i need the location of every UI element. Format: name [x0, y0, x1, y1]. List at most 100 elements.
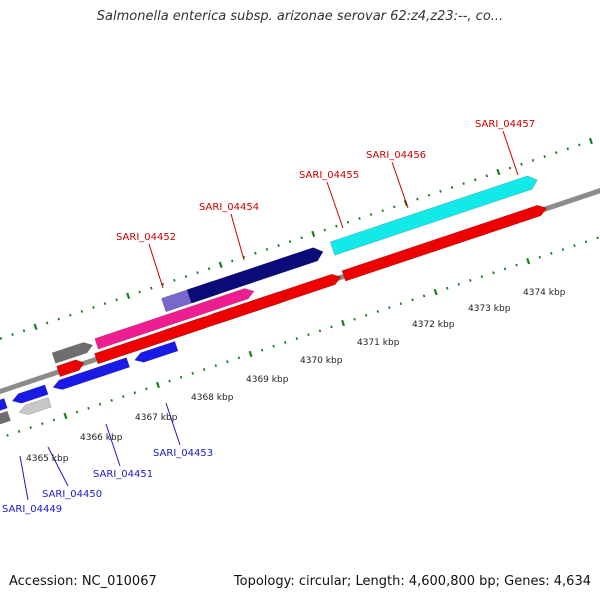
gene-labels: SARI_04452 SARI_04454 SARI_04455 SARI_04456… [2, 119, 535, 515]
gene-arrow-light-gray [18, 397, 52, 415]
outer-tick-mark [323, 228, 327, 232]
outer-tick-mark [115, 298, 118, 302]
outer-tick-mark [0, 337, 3, 340]
gene-label-forward[interactable]: SARI_04454 [199, 202, 259, 213]
inner-tick-mark [29, 426, 32, 429]
outer-tick-mark [161, 282, 165, 286]
leader-line [19, 455, 29, 501]
inner-tick-mark [433, 288, 438, 296]
outer-tick-mark [196, 271, 199, 275]
inner-tick-mark [573, 244, 576, 248]
gene-label-reverse[interactable]: SARI_04453 [153, 448, 213, 459]
gene-features [0, 175, 548, 425]
inner-tick-mark [133, 391, 137, 395]
scale-label: 4370 kbp [300, 356, 343, 366]
outer-tick-mark [381, 209, 384, 213]
outer-tick-mark [22, 329, 26, 333]
inner-tick-mark [584, 240, 588, 244]
scale-label: 4373 kbp [468, 304, 511, 314]
outer-tick-mark [439, 189, 442, 193]
outer-tick-mark [33, 323, 38, 331]
scale-label: 4372 kbp [412, 320, 455, 330]
scale-label: 4368 kbp [191, 393, 234, 403]
outer-tick-mark [531, 158, 535, 162]
inner-tick-mark [17, 430, 21, 433]
outer-tick-mark [288, 240, 292, 244]
outer-tick-mark [57, 317, 60, 321]
inner-tick-mark [191, 371, 194, 375]
gene-arrow-blue [0, 398, 8, 411]
inner-tick-mark [399, 302, 403, 306]
leader-line [165, 402, 181, 446]
scale-label: 4366 kbp [80, 433, 123, 443]
outer-tick-mark [126, 292, 131, 300]
gene-arrow-cyan [329, 175, 538, 256]
label-leaders [19, 130, 519, 501]
inner-tick-mark [469, 279, 472, 282]
leader-line [148, 243, 164, 289]
outer-tick-mark [69, 313, 72, 317]
gene-arrow-red [56, 359, 85, 377]
inner-tick-mark [526, 257, 531, 265]
outer-tick-mark [485, 174, 489, 178]
scale-label: 4371 kbp [357, 338, 400, 348]
outer-tick-mark [173, 278, 176, 282]
gene-label-reverse[interactable]: SARI_04450 [42, 489, 102, 500]
inner-tick-mark [492, 271, 495, 275]
outer-tick-mark [103, 302, 107, 306]
inner-tick-mark [179, 375, 183, 379]
inner-tick-mark [596, 236, 599, 240]
outer-tick-mark [588, 137, 593, 145]
inner-tick-mark [63, 412, 68, 420]
leader-line [502, 130, 519, 176]
inner-tick-mark [341, 319, 346, 327]
inner-tick-mark [214, 364, 218, 368]
inner-tick-mark [515, 263, 518, 267]
gene-label-forward[interactable]: SARI_04455 [299, 170, 359, 181]
inner-tick-mark [480, 275, 484, 279]
gene-label-reverse[interactable]: SARI_04449 [2, 504, 62, 515]
inner-tick-mark [411, 298, 414, 302]
inner-tick-mark [226, 360, 229, 364]
accession-text: Accession: NC_010067 [9, 574, 157, 589]
outer-tick-mark [358, 217, 361, 220]
outer-tick-mark [11, 333, 14, 336]
inner-tick-mark [98, 402, 102, 406]
leader-line [47, 446, 69, 487]
gene-label-reverse[interactable]: SARI_04451 [93, 469, 153, 480]
gene-arrow-red [94, 291, 288, 365]
inner-tick-mark [318, 329, 322, 333]
outer-tick-mark [254, 251, 257, 255]
inner-tick-mark [538, 255, 541, 259]
outer-tick-mark [416, 197, 419, 201]
inner-tick-mark [248, 350, 253, 358]
inner-tick-mark [284, 341, 287, 344]
inner-tick-mark [550, 251, 553, 255]
inner-dotted-track [6, 236, 599, 437]
gene-arrow-pink [94, 288, 255, 350]
inner-tick-mark [376, 310, 380, 313]
gene-label-forward[interactable]: SARI_04456 [366, 150, 426, 161]
inner-tick-mark [353, 317, 356, 321]
inner-tick-mark [445, 286, 449, 290]
gene-label-forward[interactable]: SARI_04457 [475, 119, 535, 130]
genome-title: Salmonella enterica subsp. arizonae sero… [96, 9, 504, 24]
inner-tick-mark [6, 433, 9, 437]
gene-arrow-navy [186, 247, 324, 304]
outer-tick-mark [242, 255, 246, 259]
outer-tick-mark [207, 267, 211, 271]
outer-tick-mark [300, 236, 303, 240]
scale-label: 4374 kbp [523, 288, 566, 298]
inner-tick-mark [145, 387, 148, 391]
scale-label: 4369 kbp [246, 375, 289, 385]
outer-tick-mark [450, 186, 454, 189]
outer-tick-mark [311, 230, 316, 238]
inner-tick-mark [87, 406, 90, 410]
leader-line [391, 161, 409, 209]
gene-arrow-blue [11, 384, 49, 404]
inner-tick-mark [307, 333, 310, 337]
gene-label-forward[interactable]: SARI_04452 [116, 232, 176, 243]
inner-tick-mark [260, 348, 264, 352]
gene-arrow-blue [134, 341, 179, 363]
